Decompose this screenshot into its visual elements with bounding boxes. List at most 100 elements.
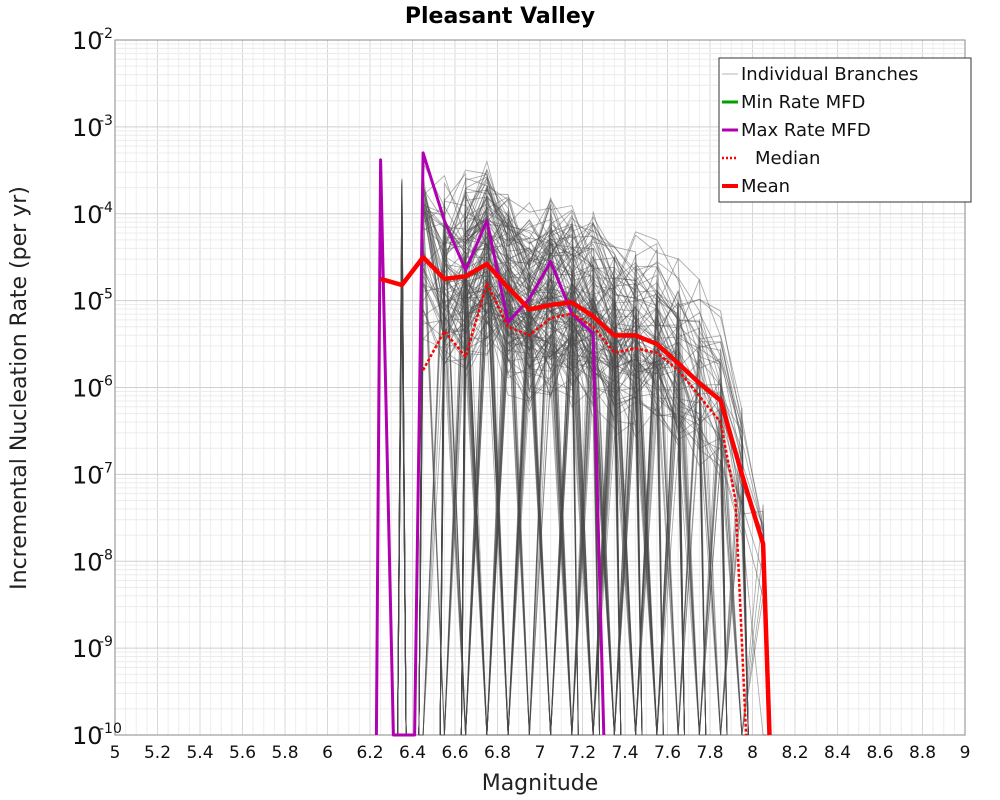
branch-line bbox=[460, 298, 643, 736]
branch-line bbox=[418, 185, 749, 736]
x-tick-label: 5.4 bbox=[186, 743, 213, 763]
y-tick-exponent: -9 bbox=[99, 634, 113, 650]
branch-line bbox=[418, 328, 600, 736]
branch-line bbox=[460, 289, 728, 736]
y-tick-base: 10 bbox=[72, 722, 103, 750]
branch-line bbox=[439, 289, 643, 736]
y-tick-exponent: -10 bbox=[99, 721, 122, 737]
branch-line bbox=[439, 255, 749, 736]
branch-line bbox=[440, 291, 728, 736]
branch-line bbox=[460, 220, 600, 736]
branch-line bbox=[439, 231, 622, 736]
branch-line bbox=[439, 196, 664, 736]
branch-line bbox=[460, 239, 664, 736]
branch-line bbox=[460, 335, 685, 736]
legend-label: Individual Branches bbox=[741, 64, 918, 85]
branch-line bbox=[460, 315, 600, 736]
branch-line bbox=[460, 195, 728, 736]
branch-line bbox=[418, 188, 749, 736]
branch-line bbox=[440, 199, 749, 736]
x-tick-label: 5 bbox=[110, 743, 121, 763]
y-tick-exponent: -7 bbox=[99, 460, 113, 476]
branch-line bbox=[418, 281, 600, 736]
branch-line bbox=[418, 199, 728, 736]
branch-line bbox=[460, 312, 643, 736]
x-tick-label: 7.2 bbox=[569, 743, 596, 763]
branch-line bbox=[418, 271, 621, 736]
branch-line bbox=[418, 205, 685, 736]
branch-line bbox=[418, 189, 685, 736]
branch-line bbox=[418, 242, 621, 736]
branch-line bbox=[418, 206, 579, 736]
branch-line bbox=[418, 250, 685, 736]
branch-line bbox=[418, 269, 622, 736]
branch-line bbox=[418, 196, 706, 736]
x-tick-label: 8.4 bbox=[824, 743, 851, 763]
branch-line bbox=[460, 276, 664, 736]
legend-box bbox=[718, 57, 972, 203]
y-tick-exponent: -4 bbox=[99, 200, 113, 216]
x-tick-label: 8.2 bbox=[781, 743, 808, 763]
branch-line bbox=[439, 281, 622, 736]
branch-line bbox=[460, 275, 664, 736]
branch-line bbox=[460, 235, 643, 736]
branch-line bbox=[439, 282, 707, 736]
branch-line bbox=[439, 315, 643, 736]
branch-line bbox=[418, 209, 685, 736]
x-tick-label: 6.6 bbox=[441, 743, 468, 763]
branch-line bbox=[418, 187, 770, 736]
branch-line bbox=[418, 217, 770, 736]
branch-line bbox=[460, 277, 664, 736]
branch-line bbox=[439, 278, 685, 736]
branch-line bbox=[460, 177, 685, 736]
branch-line bbox=[439, 222, 749, 736]
y-tick-exponent: -2 bbox=[99, 26, 113, 42]
branch-line bbox=[460, 219, 622, 736]
branch-line bbox=[439, 287, 664, 736]
branch-line bbox=[460, 236, 770, 736]
branch-line bbox=[460, 283, 707, 736]
branch-line bbox=[418, 218, 622, 736]
legend: Individual Branches Min Rate MFD Max Rate … bbox=[718, 57, 972, 203]
y-tick-exponent: -8 bbox=[99, 547, 113, 563]
branch-line bbox=[418, 235, 749, 736]
branch-line bbox=[418, 205, 643, 736]
branch-line bbox=[397, 213, 407, 736]
y-tick-base: 10 bbox=[72, 201, 103, 229]
y-tick-base: 10 bbox=[72, 635, 103, 663]
x-tick-label: 6.4 bbox=[399, 743, 426, 763]
branch-line bbox=[439, 198, 579, 736]
branch-line bbox=[418, 309, 622, 736]
branch-line bbox=[460, 210, 770, 736]
branch-line bbox=[418, 284, 749, 736]
branch-line bbox=[460, 272, 707, 736]
x-tick-label: 5.6 bbox=[229, 743, 256, 763]
x-tick-label: 6.2 bbox=[356, 743, 383, 763]
branch-line bbox=[418, 172, 664, 736]
branch-line bbox=[439, 251, 622, 736]
branch-line bbox=[460, 289, 749, 736]
x-tick-label: 5.8 bbox=[271, 743, 298, 763]
x-tick-label: 6.8 bbox=[484, 743, 511, 763]
y-tick-base: 10 bbox=[72, 548, 103, 576]
y-axis-label: Incremental Nucleation Rate (per yr) bbox=[7, 186, 32, 590]
branch-line bbox=[418, 181, 579, 736]
x-tick-labels: 5 5.2 5.4 5.6 5.8 6 6.2 6.4 6.6 6.8 7 7.2 7.4 7.6 7.8 8… bbox=[110, 743, 971, 763]
legend-label: Max Rate MFD bbox=[741, 120, 871, 141]
branch-line bbox=[460, 251, 749, 736]
branch-line bbox=[439, 258, 685, 736]
branch-line bbox=[439, 259, 728, 736]
branch-line bbox=[418, 168, 749, 736]
x-tick-label: 6 bbox=[322, 743, 333, 763]
branch-line bbox=[460, 294, 770, 736]
branch-line bbox=[418, 251, 622, 736]
y-tick-base: 10 bbox=[72, 288, 103, 316]
y-tick-base: 10 bbox=[72, 461, 103, 489]
branch-line bbox=[460, 249, 685, 736]
branch-line bbox=[418, 288, 685, 736]
branch-line bbox=[460, 195, 600, 736]
legend-label: Min Rate MFD bbox=[741, 92, 865, 113]
branch-line bbox=[439, 252, 622, 736]
x-tick-label: 8 bbox=[747, 743, 758, 763]
